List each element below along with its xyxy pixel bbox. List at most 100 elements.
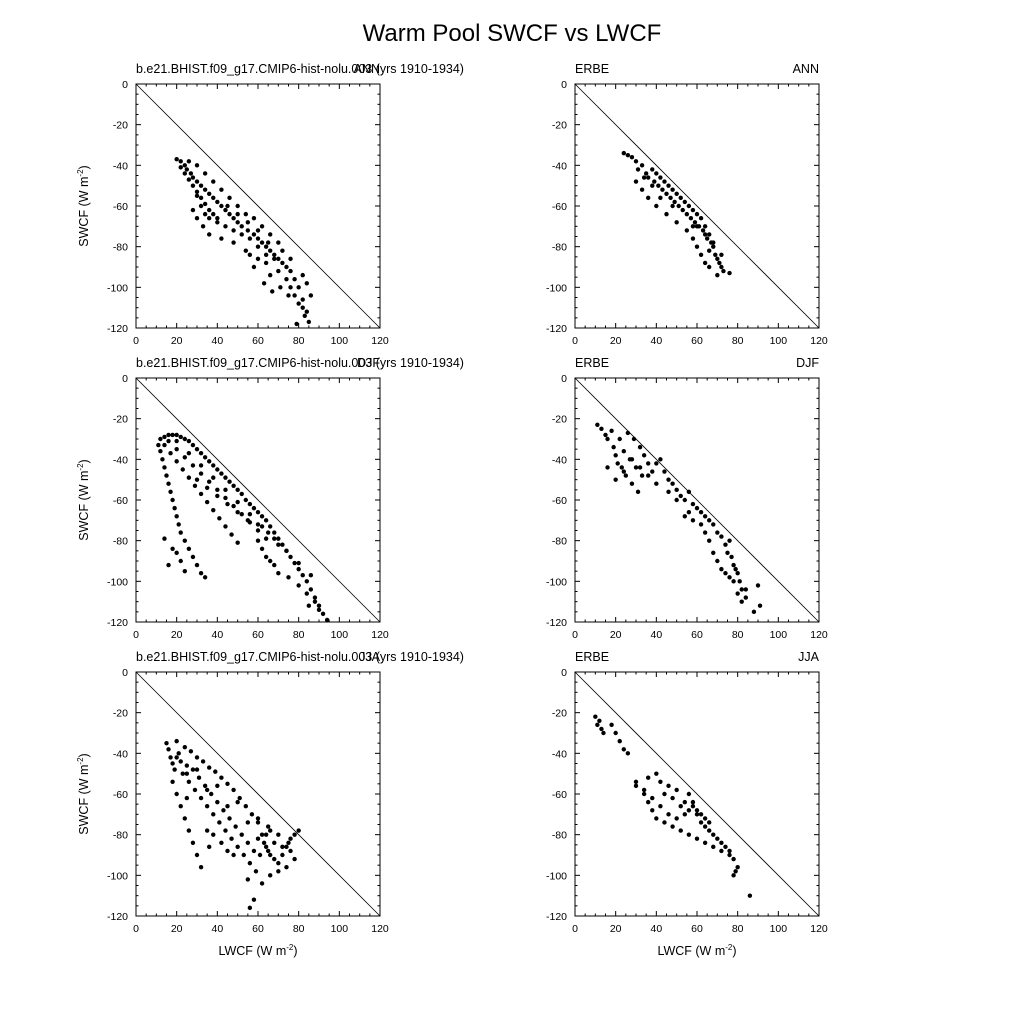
data-point xyxy=(190,554,196,560)
figure-title: Warm Pool SWCF vs LWCF xyxy=(363,20,662,47)
data-point xyxy=(674,220,679,225)
data-point xyxy=(190,442,196,448)
data-point xyxy=(241,852,246,858)
y-tick-label: -60 xyxy=(552,495,567,507)
x-tick-label: 120 xyxy=(371,923,389,935)
panel-right-label: JJA xyxy=(798,650,820,664)
data-point xyxy=(621,449,626,454)
y-tick-label: -80 xyxy=(113,242,128,254)
y-tick-label: -40 xyxy=(113,454,128,466)
data-point xyxy=(674,816,679,821)
data-point xyxy=(711,240,716,245)
data-point xyxy=(243,211,248,217)
data-point xyxy=(324,617,330,623)
data-point xyxy=(207,232,212,237)
data-point xyxy=(690,501,696,507)
data-point xyxy=(694,808,700,813)
panel-right-label: ANN xyxy=(793,62,819,76)
data-point xyxy=(182,171,187,176)
data-point xyxy=(694,244,700,249)
data-point xyxy=(670,187,675,192)
data-point xyxy=(633,783,639,789)
data-point xyxy=(235,487,240,493)
data-point xyxy=(239,224,244,229)
data-point xyxy=(263,518,269,523)
data-point xyxy=(707,828,712,833)
data-point xyxy=(174,791,179,797)
data-point xyxy=(288,836,293,841)
y-tick-label: 0 xyxy=(561,667,567,679)
data-point xyxy=(176,751,181,756)
x-tick-label: 120 xyxy=(810,629,828,641)
x-tick-label: 20 xyxy=(610,923,622,935)
data-point xyxy=(268,828,273,833)
data-point xyxy=(641,787,647,793)
data-point xyxy=(174,438,179,444)
data-point xyxy=(265,530,271,535)
reference-line xyxy=(574,377,820,623)
x-tick-label: 20 xyxy=(171,629,183,641)
data-point xyxy=(188,171,194,176)
data-point xyxy=(263,260,269,266)
data-point xyxy=(182,436,187,442)
data-point xyxy=(227,211,232,217)
data-point xyxy=(243,497,248,503)
y-tick-label: 0 xyxy=(561,373,567,385)
data-point xyxy=(255,816,261,821)
data-point xyxy=(219,840,224,845)
data-point xyxy=(739,587,744,592)
data-point xyxy=(684,228,690,233)
data-point xyxy=(686,832,692,837)
panel-obs-djf: 0 20 40 60 80 100 120 0 -20 -40 -60 -80 -100 -120 ERBE… xyxy=(546,356,828,641)
data-point xyxy=(219,203,224,209)
data-point xyxy=(690,207,696,213)
data-point xyxy=(280,260,285,266)
y-axis-label: SWCF (W m-2) xyxy=(76,753,91,834)
data-point xyxy=(178,165,183,170)
data-point xyxy=(727,538,732,543)
data-point xyxy=(613,730,618,736)
data-point xyxy=(219,236,224,241)
data-point xyxy=(643,171,649,176)
data-point xyxy=(312,599,318,604)
data-point xyxy=(225,804,230,809)
reference-line xyxy=(135,83,381,329)
x-tick-label: 20 xyxy=(171,335,183,347)
data-point xyxy=(629,155,635,160)
data-point xyxy=(639,163,645,168)
panel-left-label: ERBE xyxy=(575,356,609,370)
data-point xyxy=(213,769,218,774)
data-point xyxy=(597,718,602,723)
y-tick-label: 0 xyxy=(561,79,567,91)
data-point xyxy=(686,203,692,209)
data-point xyxy=(637,444,643,450)
data-point xyxy=(225,501,230,507)
x-tick-label: 0 xyxy=(133,923,139,935)
data-point xyxy=(613,453,618,458)
panel-left-label: ERBE xyxy=(575,62,609,76)
data-point xyxy=(595,722,600,728)
data-point xyxy=(743,595,748,600)
data-point xyxy=(253,869,259,874)
data-point xyxy=(690,799,696,805)
data-point xyxy=(707,538,712,543)
data-point xyxy=(284,865,289,870)
data-point xyxy=(231,228,236,233)
data-point xyxy=(633,465,639,470)
data-point xyxy=(259,224,265,229)
data-point xyxy=(194,446,200,452)
data-point xyxy=(170,761,175,766)
data-point xyxy=(686,510,692,515)
data-point xyxy=(650,469,655,474)
data-point xyxy=(723,844,728,850)
data-point xyxy=(670,795,675,801)
data-point xyxy=(631,436,637,442)
data-point xyxy=(225,203,230,209)
data-point xyxy=(251,264,257,270)
data-point xyxy=(164,740,169,746)
data-point xyxy=(209,791,214,797)
x-tick-label: 80 xyxy=(293,629,305,641)
data-point xyxy=(300,272,305,278)
data-point xyxy=(666,812,671,817)
data-point xyxy=(700,228,706,233)
